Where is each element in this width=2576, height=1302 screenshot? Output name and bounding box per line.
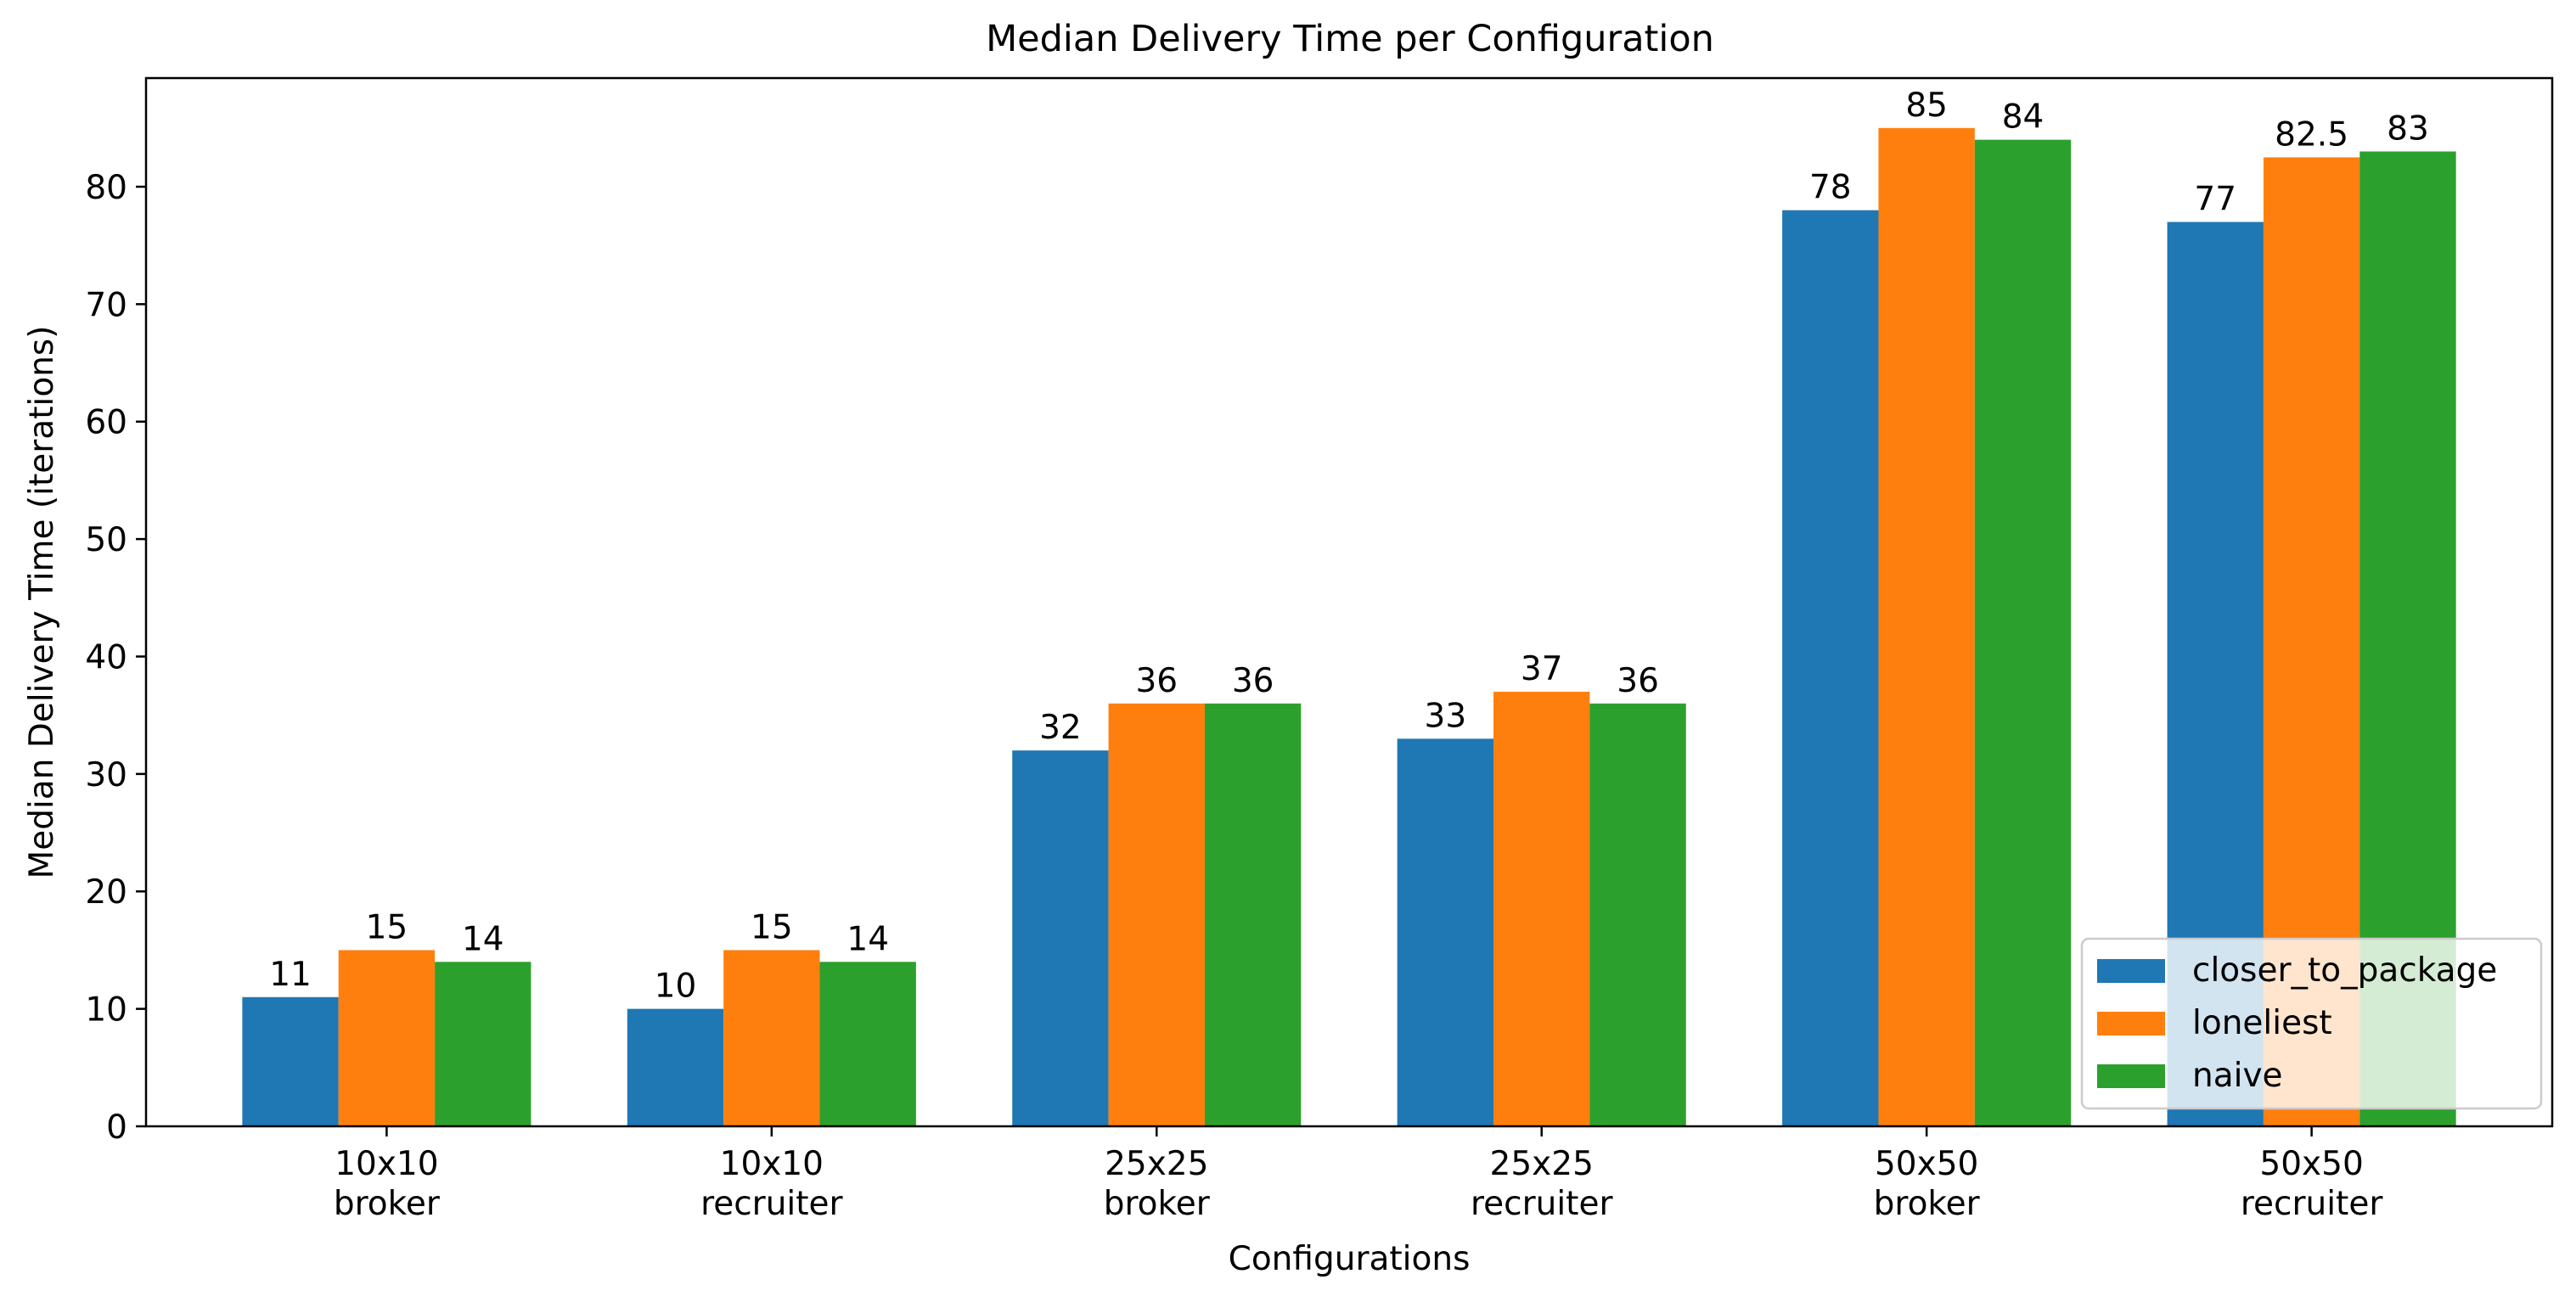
legend-label: loneliest [2192,1004,2332,1042]
legend-label: closer_to_package [2192,951,2497,990]
bar-value-label: 10 [655,968,697,1006]
y-tick-label: 20 [85,873,127,912]
bar-value-label: 36 [1617,662,1659,700]
bar-naive-2 [1204,703,1302,1126]
x-axis-label: Configurations [1229,1240,1471,1278]
y-axis-label: Median Delivery Time (iterations) [23,326,61,879]
bar-loneliest-1 [723,950,820,1126]
y-tick-label: 0 [106,1108,127,1147]
x-tick-label: broker [1104,1185,1211,1223]
bar-value-label: 85 [1905,87,1948,125]
legend: closer_to_package loneliest naive [2080,937,2543,1110]
bar-value-label: 33 [1425,697,1467,735]
x-tick-label: 25x25 [1105,1145,1208,1183]
bar-naive-4 [1974,139,2072,1126]
y-tick-label: 80 [85,169,127,207]
y-tick-label: 30 [85,756,127,794]
plot-frame [144,76,2554,1128]
x-tick-label: 50x50 [2259,1145,2363,1183]
bar-loneliest-0 [338,950,436,1126]
bar-naive-3 [1589,703,1686,1126]
bar-closer_to_package-1 [627,1008,724,1126]
y-tick-label: 70 [85,286,127,324]
x-tick-label: 10x10 [720,1145,824,1183]
x-tick-label: recruiter [2241,1185,2383,1223]
bar-closer_to_package-4 [1782,210,1879,1127]
bar-value-label: 84 [2002,98,2044,137]
bar-value-label: 14 [846,920,889,958]
bar-value-label: 83 [2387,109,2429,148]
x-tick-label: recruiter [700,1185,843,1223]
x-tick-label: broker [1874,1185,1981,1223]
x-tick-label: 50x50 [1875,1145,1978,1183]
bar-value-label: 15 [751,908,793,946]
bar-value-label: 36 [1232,662,1274,700]
bar-value-label: 77 [2194,181,2236,219]
legend-swatch [2097,1012,2165,1035]
legend-swatch [2097,959,2165,983]
legend-swatch [2097,1064,2165,1088]
bar-value-label: 15 [366,908,408,946]
bar-loneliest-3 [1493,692,1590,1126]
bar-value-label: 37 [1521,650,1563,688]
y-tick-label: 60 [85,404,127,442]
bar-loneliest-2 [1108,703,1205,1126]
bar-value-label: 82.5 [2275,115,2348,154]
x-tick-label: 25x25 [1490,1145,1594,1183]
legend-label: naive [2192,1057,2283,1095]
x-axis: 10x10broker10x10recruiter25x25broker25x2… [334,1126,2383,1223]
x-tick-label: 10x10 [335,1145,438,1183]
y-tick-label: 50 [85,521,127,559]
bar-closer_to_package-3 [1397,738,1494,1126]
y-tick-label: 10 [85,991,127,1030]
y-tick-label: 40 [85,638,127,676]
bar-value-label: 11 [269,956,312,994]
chart-title: Median Delivery Time per Configuration [986,18,1714,60]
x-tick-label: recruiter [1471,1185,1613,1223]
bar-loneliest-4 [1878,127,1975,1126]
y-axis: 0 10 20 30 40 50 60 70 80 [85,169,146,1147]
bar-value-label: 78 [1809,169,1852,207]
bar-value-label: 14 [462,920,504,958]
legend-box [2080,937,2543,1110]
bar-value-label: 32 [1039,709,1082,747]
bar-naive-1 [819,962,916,1126]
bar-closer_to_package-2 [1012,750,1109,1126]
bar-value-labels: 11 10 32 33 78 77 15 15 36 37 85 82.5 14 14 36 36 84 83 [269,87,2429,1006]
bar-naive-0 [435,962,532,1126]
x-tick-label: broker [334,1185,441,1223]
bar-closer_to_package-0 [242,996,339,1126]
bar-value-label: 36 [1135,662,1178,700]
